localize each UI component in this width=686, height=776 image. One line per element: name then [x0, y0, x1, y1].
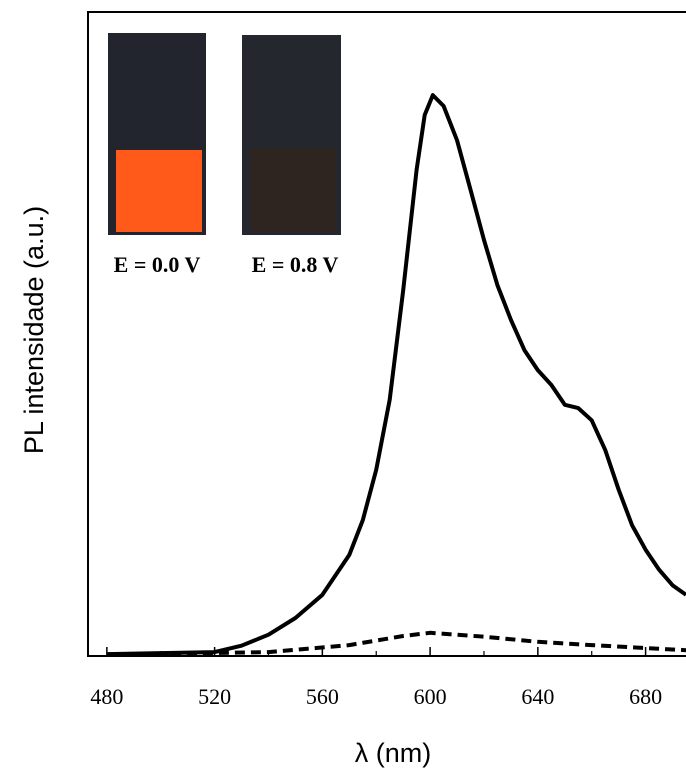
x-tick-label: 520 [198, 684, 231, 709]
x-axis-label: λ (nm) [355, 738, 432, 768]
series-line [106, 630, 686, 657]
x-tick-label: 600 [414, 684, 447, 709]
annotation: E = 0.8 V [252, 252, 339, 277]
x-tick-label: 680 [629, 684, 662, 709]
y-axis-label: PL intensidade (a.u.) [19, 206, 49, 454]
inset-photo [242, 35, 341, 235]
inset-photo [108, 33, 206, 235]
x-tick-label: 560 [306, 684, 339, 709]
x-tick-label: 640 [521, 684, 554, 709]
x-tick-label: 480 [90, 684, 123, 709]
series-line [106, 93, 686, 657]
plot-frame [87, 11, 686, 657]
annotation: E = 0.0 V [114, 252, 201, 277]
